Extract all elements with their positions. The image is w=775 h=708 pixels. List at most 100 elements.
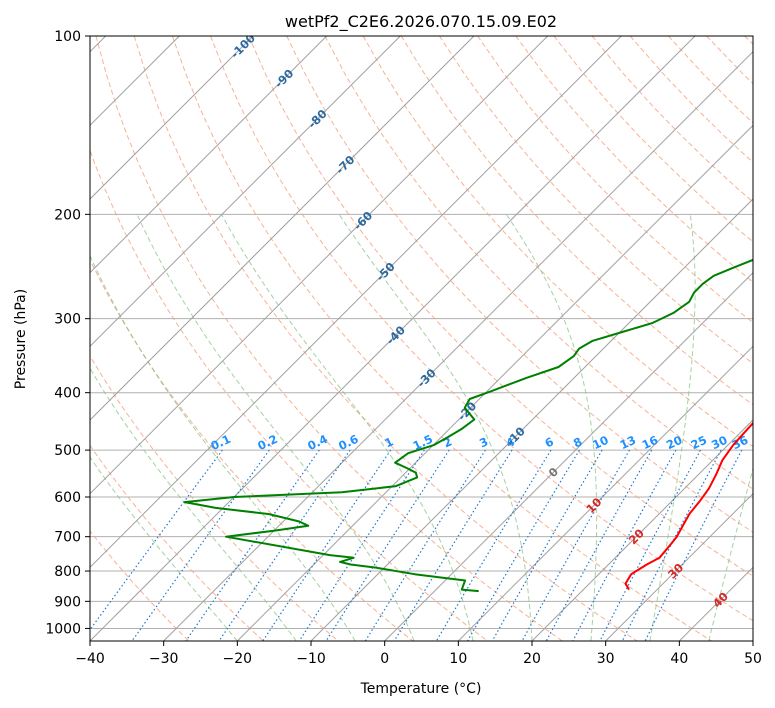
- dry-adiabat-line: [210, 36, 753, 622]
- isotherm-line: [752, 640, 753, 641]
- dry-adiabat-line: [477, 36, 753, 324]
- isotherm-line: [310, 198, 753, 641]
- dry-adiabat-line: [133, 36, 638, 641]
- x-tick-label: −10: [296, 651, 326, 667]
- plot-frame: [89, 35, 754, 642]
- mixing-ratio-label: 10: [590, 433, 610, 452]
- mixing-ratio-label: 8: [571, 434, 584, 450]
- mixing-ratio-line: [644, 449, 743, 641]
- x-tick-label: 0: [380, 651, 389, 667]
- x-axis-ticks: −40 −30 −20 −10 0 10 20 30 40 50: [75, 641, 762, 667]
- y-tick-label: 300: [54, 312, 81, 328]
- moist-adiabat-line: [708, 466, 753, 641]
- isotherm-line: [163, 50, 753, 641]
- x-tick-label: −40: [75, 651, 105, 667]
- mixing-ratio-line: [545, 449, 653, 641]
- dry-adiabat-line: [438, 36, 753, 365]
- y-tick-label: 600: [54, 490, 81, 506]
- mixing-ratio-line: [325, 449, 450, 641]
- dry-adiabat-line: [515, 36, 753, 283]
- y-tick-label: 500: [54, 443, 81, 459]
- chart-title: wetPf2_C2E6.2026.070.15.09.E02: [285, 12, 557, 32]
- mixing-ratio-line: [298, 449, 425, 641]
- mixing-ratio-line: [466, 449, 580, 641]
- dry-adiabat-line: [362, 36, 753, 448]
- y-tick-label: 200: [54, 207, 81, 223]
- mixing-ratio-label: 30: [709, 433, 729, 452]
- isotherm-line: [236, 124, 753, 641]
- mixing-ratio-line: [572, 449, 677, 641]
- dry-adiabat-line: [90, 530, 190, 641]
- isotherm-line: [90, 36, 401, 348]
- x-tick-label: 10: [449, 651, 467, 667]
- mixing-ratio-line: [131, 449, 270, 641]
- mixing-ratio-label: 20: [664, 433, 684, 452]
- dry-adiabat-line: [286, 36, 753, 533]
- x-tick-label: 30: [597, 651, 615, 667]
- mixing-ratio-label: 16: [640, 433, 660, 452]
- y-tick-label: 900: [54, 594, 81, 610]
- dry-adiabat-line: [591, 36, 753, 203]
- x-tick-label: −20: [223, 651, 253, 667]
- profile-lines: [183, 258, 753, 593]
- isotherm-line: [90, 36, 475, 421]
- mixing-ratio-label: 13: [618, 433, 638, 452]
- y-axis-ticks: 100 200 300 400 500 600 700 800 900 1000: [45, 29, 90, 637]
- dry-adiabat-line: [324, 36, 753, 490]
- isotherm-line: [605, 492, 753, 641]
- moist-adiabat-line: [136, 214, 415, 641]
- mixing-ratio-line: [621, 449, 722, 641]
- moist-adiabat-line: [338, 214, 533, 641]
- dry-adiabat-line: [668, 36, 753, 124]
- mixing-ratio-line: [491, 449, 603, 641]
- mixing-ratio-line: [435, 449, 552, 641]
- x-axis-label: Temperature (°C): [360, 681, 482, 697]
- isotherm-line: [90, 36, 254, 200]
- mixing-ratio-line: [185, 449, 320, 641]
- background-lines: [90, 36, 753, 641]
- moist-adiabat-line: [649, 214, 696, 641]
- dry-adiabat-line: [171, 36, 712, 641]
- y-tick-label: 400: [54, 386, 81, 402]
- moist-adiabat-line: [90, 254, 356, 641]
- isotherm-line: [90, 36, 622, 569]
- dry-adiabat-line: [90, 355, 339, 641]
- x-tick-label: −30: [149, 651, 179, 667]
- mixing-ratio-line: [521, 449, 631, 641]
- isotherm-line: [90, 36, 328, 274]
- isotherm-line: [384, 271, 753, 641]
- mixing-ratio-line: [262, 449, 392, 641]
- mixing-ratio-line: [599, 449, 702, 641]
- mixing-ratio-label: 6: [543, 434, 556, 450]
- y-tick-label: 1000: [45, 621, 81, 637]
- mixing-ratio-line: [90, 449, 223, 631]
- y-tick-label: 100: [54, 29, 81, 45]
- dry-adiabat-line: [248, 36, 753, 577]
- isotherm-line: [531, 419, 753, 641]
- moist-adiabat-line: [90, 456, 238, 641]
- mixing-ratio-label: 36: [730, 433, 750, 452]
- isotherm-line: [90, 36, 696, 641]
- isotherm-line: [90, 36, 549, 495]
- dry-adiabat-line: [90, 149, 488, 641]
- dry-adiabat-line: [90, 258, 414, 641]
- mixing-ratio-line: [393, 449, 513, 641]
- dry-adiabat-line: [706, 36, 753, 85]
- dry-adiabat-line: [744, 36, 753, 45]
- temperature-profile-line: [624, 421, 753, 591]
- x-tick-label: 40: [670, 651, 688, 667]
- dry-adiabat-line: [400, 36, 753, 406]
- x-tick-label: 50: [744, 651, 762, 667]
- moist-adiabat-line: [90, 367, 297, 641]
- dewpoint-profile-line: [183, 258, 753, 593]
- mixing-ratio-label: 25: [689, 433, 709, 452]
- dry-adiabat-line: [95, 36, 563, 641]
- x-tick-label: 20: [523, 651, 541, 667]
- y-axis-label: Pressure (hPa): [13, 289, 29, 389]
- isotherm-line: [457, 345, 753, 641]
- mixing-ratio-label: 3: [477, 434, 490, 450]
- y-tick-label: 700: [54, 530, 81, 546]
- dry-adiabat-line: [90, 444, 264, 641]
- y-tick-label: 800: [54, 564, 81, 580]
